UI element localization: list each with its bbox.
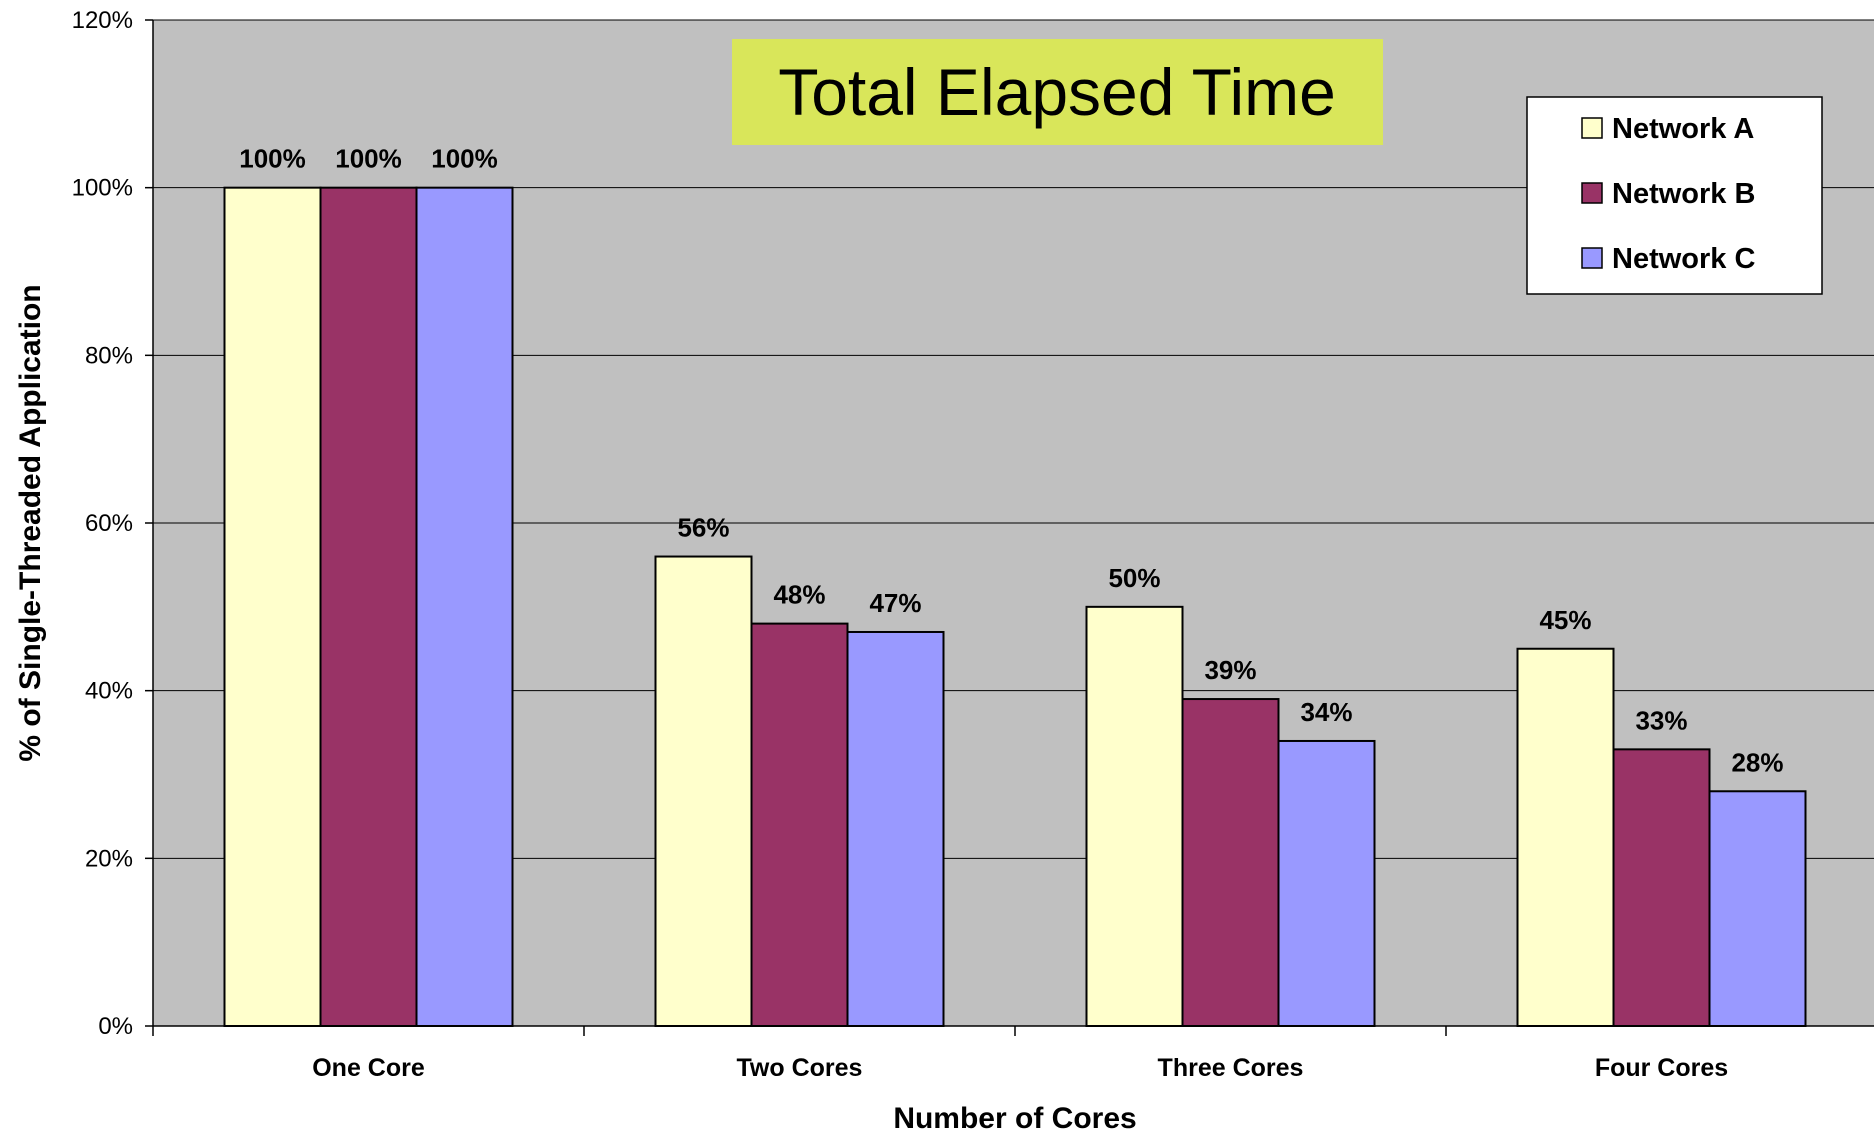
bar bbox=[1087, 607, 1183, 1026]
y-tick-label: 40% bbox=[85, 678, 133, 705]
chart-title: Total Elapsed Time bbox=[778, 55, 1336, 129]
data-label: 45% bbox=[1539, 605, 1591, 635]
legend-label: Network B bbox=[1612, 178, 1755, 210]
y-tick-label: 20% bbox=[85, 845, 133, 872]
bar bbox=[1614, 749, 1710, 1026]
y-axis: 0% 20% 40% 60% 80% 100% 120% bbox=[72, 7, 153, 1040]
data-label: 28% bbox=[1731, 747, 1783, 777]
x-axis: One Core Two Cores Three Cores Four Cores bbox=[153, 1026, 1874, 1082]
bar bbox=[1183, 699, 1279, 1026]
y-axis-title: % of Single-Threaded Application bbox=[14, 284, 47, 761]
data-label: 50% bbox=[1108, 563, 1160, 593]
bar bbox=[417, 188, 513, 1026]
data-label: 48% bbox=[773, 580, 825, 610]
bar bbox=[1279, 741, 1375, 1026]
legend-swatch bbox=[1582, 118, 1602, 138]
legend-swatch bbox=[1582, 183, 1602, 203]
legend-label: Network C bbox=[1612, 243, 1755, 275]
bar bbox=[225, 188, 321, 1026]
data-label: 100% bbox=[335, 144, 402, 174]
category-label: Three Cores bbox=[1158, 1054, 1304, 1082]
data-label: 100% bbox=[239, 144, 306, 174]
legend-label: Network A bbox=[1612, 113, 1754, 145]
bar bbox=[1710, 791, 1806, 1026]
data-label: 100% bbox=[431, 144, 498, 174]
data-label: 56% bbox=[677, 513, 729, 543]
y-tick-label: 0% bbox=[98, 1013, 133, 1040]
bar bbox=[752, 624, 848, 1026]
y-tick-label: 120% bbox=[72, 7, 133, 34]
y-tick-label: 100% bbox=[72, 175, 133, 202]
category-label: One Core bbox=[312, 1054, 425, 1082]
data-label: 33% bbox=[1635, 705, 1687, 735]
bar bbox=[656, 557, 752, 1026]
data-label: 39% bbox=[1204, 655, 1256, 685]
x-axis-title: Number of Cores bbox=[893, 1102, 1136, 1133]
legend-swatch bbox=[1582, 248, 1602, 268]
bar bbox=[848, 632, 944, 1026]
category-label: Four Cores bbox=[1595, 1054, 1728, 1082]
y-tick-label: 80% bbox=[85, 342, 133, 369]
bar bbox=[321, 188, 417, 1026]
y-tick-label: 60% bbox=[85, 510, 133, 537]
legend: Network A Network B Network C bbox=[1527, 97, 1822, 294]
data-label: 47% bbox=[869, 588, 921, 618]
category-label: Two Cores bbox=[737, 1054, 863, 1082]
bar bbox=[1518, 649, 1614, 1026]
data-label: 34% bbox=[1300, 697, 1352, 727]
